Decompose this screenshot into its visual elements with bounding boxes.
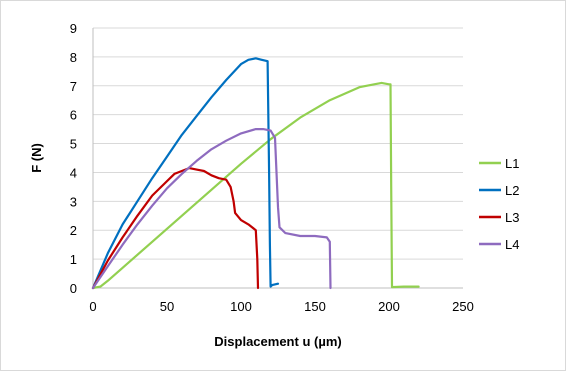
y-tick-label: 2 xyxy=(70,223,77,238)
x-tick-label: 0 xyxy=(89,299,96,314)
x-tick-label: 200 xyxy=(378,299,400,314)
series-line-l1 xyxy=(91,81,420,290)
series-line-l4 xyxy=(91,128,332,290)
y-tick-label: 4 xyxy=(70,165,77,180)
x-tick-label: 50 xyxy=(160,299,174,314)
y-tick-label: 5 xyxy=(70,137,77,152)
tick-labels: 0 1 2 3 4 5 6 7 8 9 0 50 100 150 200 250 xyxy=(70,21,474,314)
legend-label-l4: L4 xyxy=(505,237,519,252)
y-tick-label: 1 xyxy=(70,252,77,267)
series-line-l2 xyxy=(91,57,280,290)
x-tick-label: 250 xyxy=(452,299,474,314)
legend: L1 L2 L3 L4 xyxy=(479,156,519,252)
legend-label-l2: L2 xyxy=(505,183,519,198)
y-axis-title: F (N) xyxy=(29,143,44,173)
legend-label-l1: L1 xyxy=(505,156,519,171)
y-tick-label: 8 xyxy=(70,50,77,65)
gridlines xyxy=(93,27,463,260)
x-tick-label: 150 xyxy=(304,299,326,314)
x-tick-label: 100 xyxy=(230,299,252,314)
y-tick-label: 9 xyxy=(70,21,77,36)
legend-label-l3: L3 xyxy=(505,210,519,225)
axes xyxy=(92,28,463,289)
y-tick-label: 7 xyxy=(70,79,77,94)
series-lines xyxy=(91,57,420,290)
series-line-l3 xyxy=(91,167,260,290)
y-tick-label: 0 xyxy=(70,281,77,296)
x-axis-title: Displacement u (µm) xyxy=(214,334,341,349)
y-tick-label: 3 xyxy=(70,194,77,209)
y-tick-label: 6 xyxy=(70,108,77,123)
